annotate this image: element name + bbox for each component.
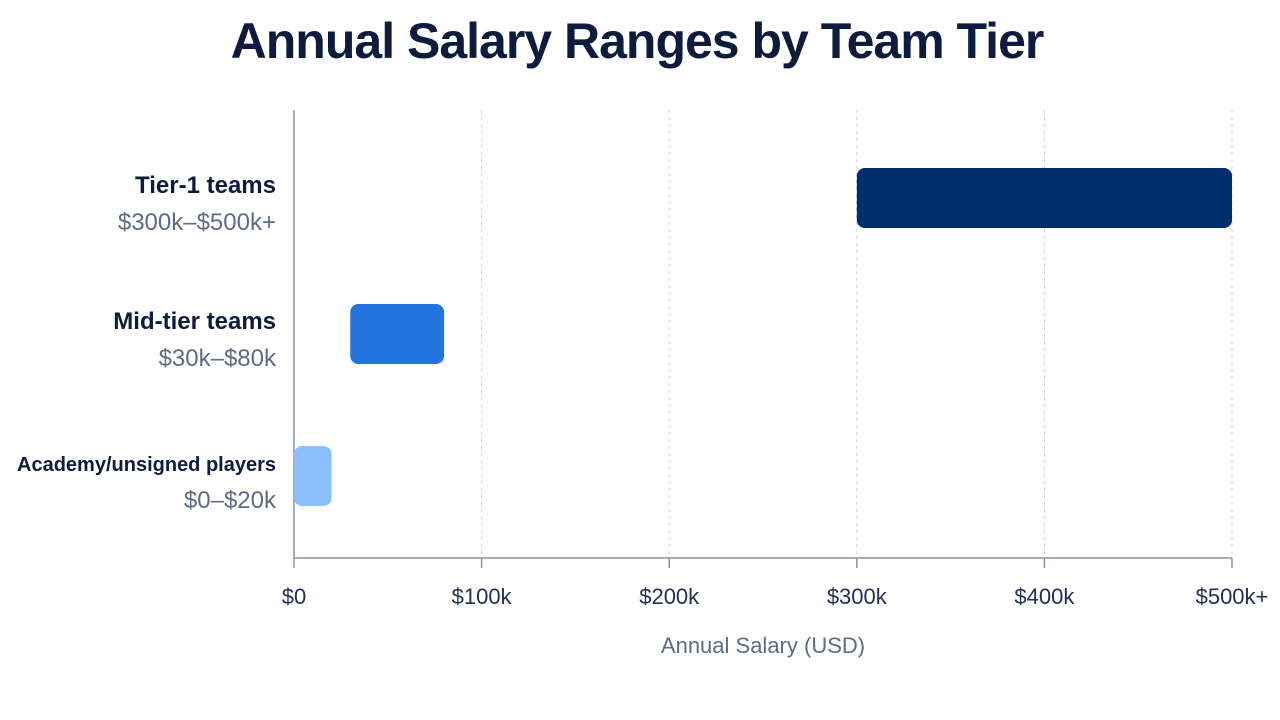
x-tick-label: $0 [282, 584, 306, 609]
x-axis-title: Annual Salary (USD) [661, 633, 865, 658]
category-label: Academy/unsigned players [17, 454, 276, 476]
range-bar [856, 168, 1232, 228]
category-range-label: $30k–$80k [159, 345, 277, 372]
x-tick-label: $300k [827, 584, 888, 609]
range-bars [294, 168, 1232, 506]
range-bar [350, 304, 445, 364]
x-tick-label: $400k [1014, 584, 1075, 609]
category-labels: Tier-1 teams $300k–$500k+ Mid-tier teams $3… [17, 172, 277, 514]
x-tick-label: $200k [639, 584, 700, 609]
category-label: Tier-1 teams [135, 172, 276, 199]
category-range-label: $0–$20k [184, 487, 277, 514]
category-range-label: $300k–$500k+ [118, 209, 276, 236]
x-tick-labels: $0 $100k $200k $300k $400k $500k+ [282, 584, 1269, 609]
range-bar [294, 446, 332, 506]
category-label: Mid-tier teams [113, 308, 276, 335]
x-tick-label: $100k [452, 584, 513, 609]
chart-title: Annual Salary Ranges by Team Tier [230, 13, 1045, 69]
grid-lines [481, 110, 1233, 558]
x-tick-label: $500k+ [1196, 584, 1269, 609]
